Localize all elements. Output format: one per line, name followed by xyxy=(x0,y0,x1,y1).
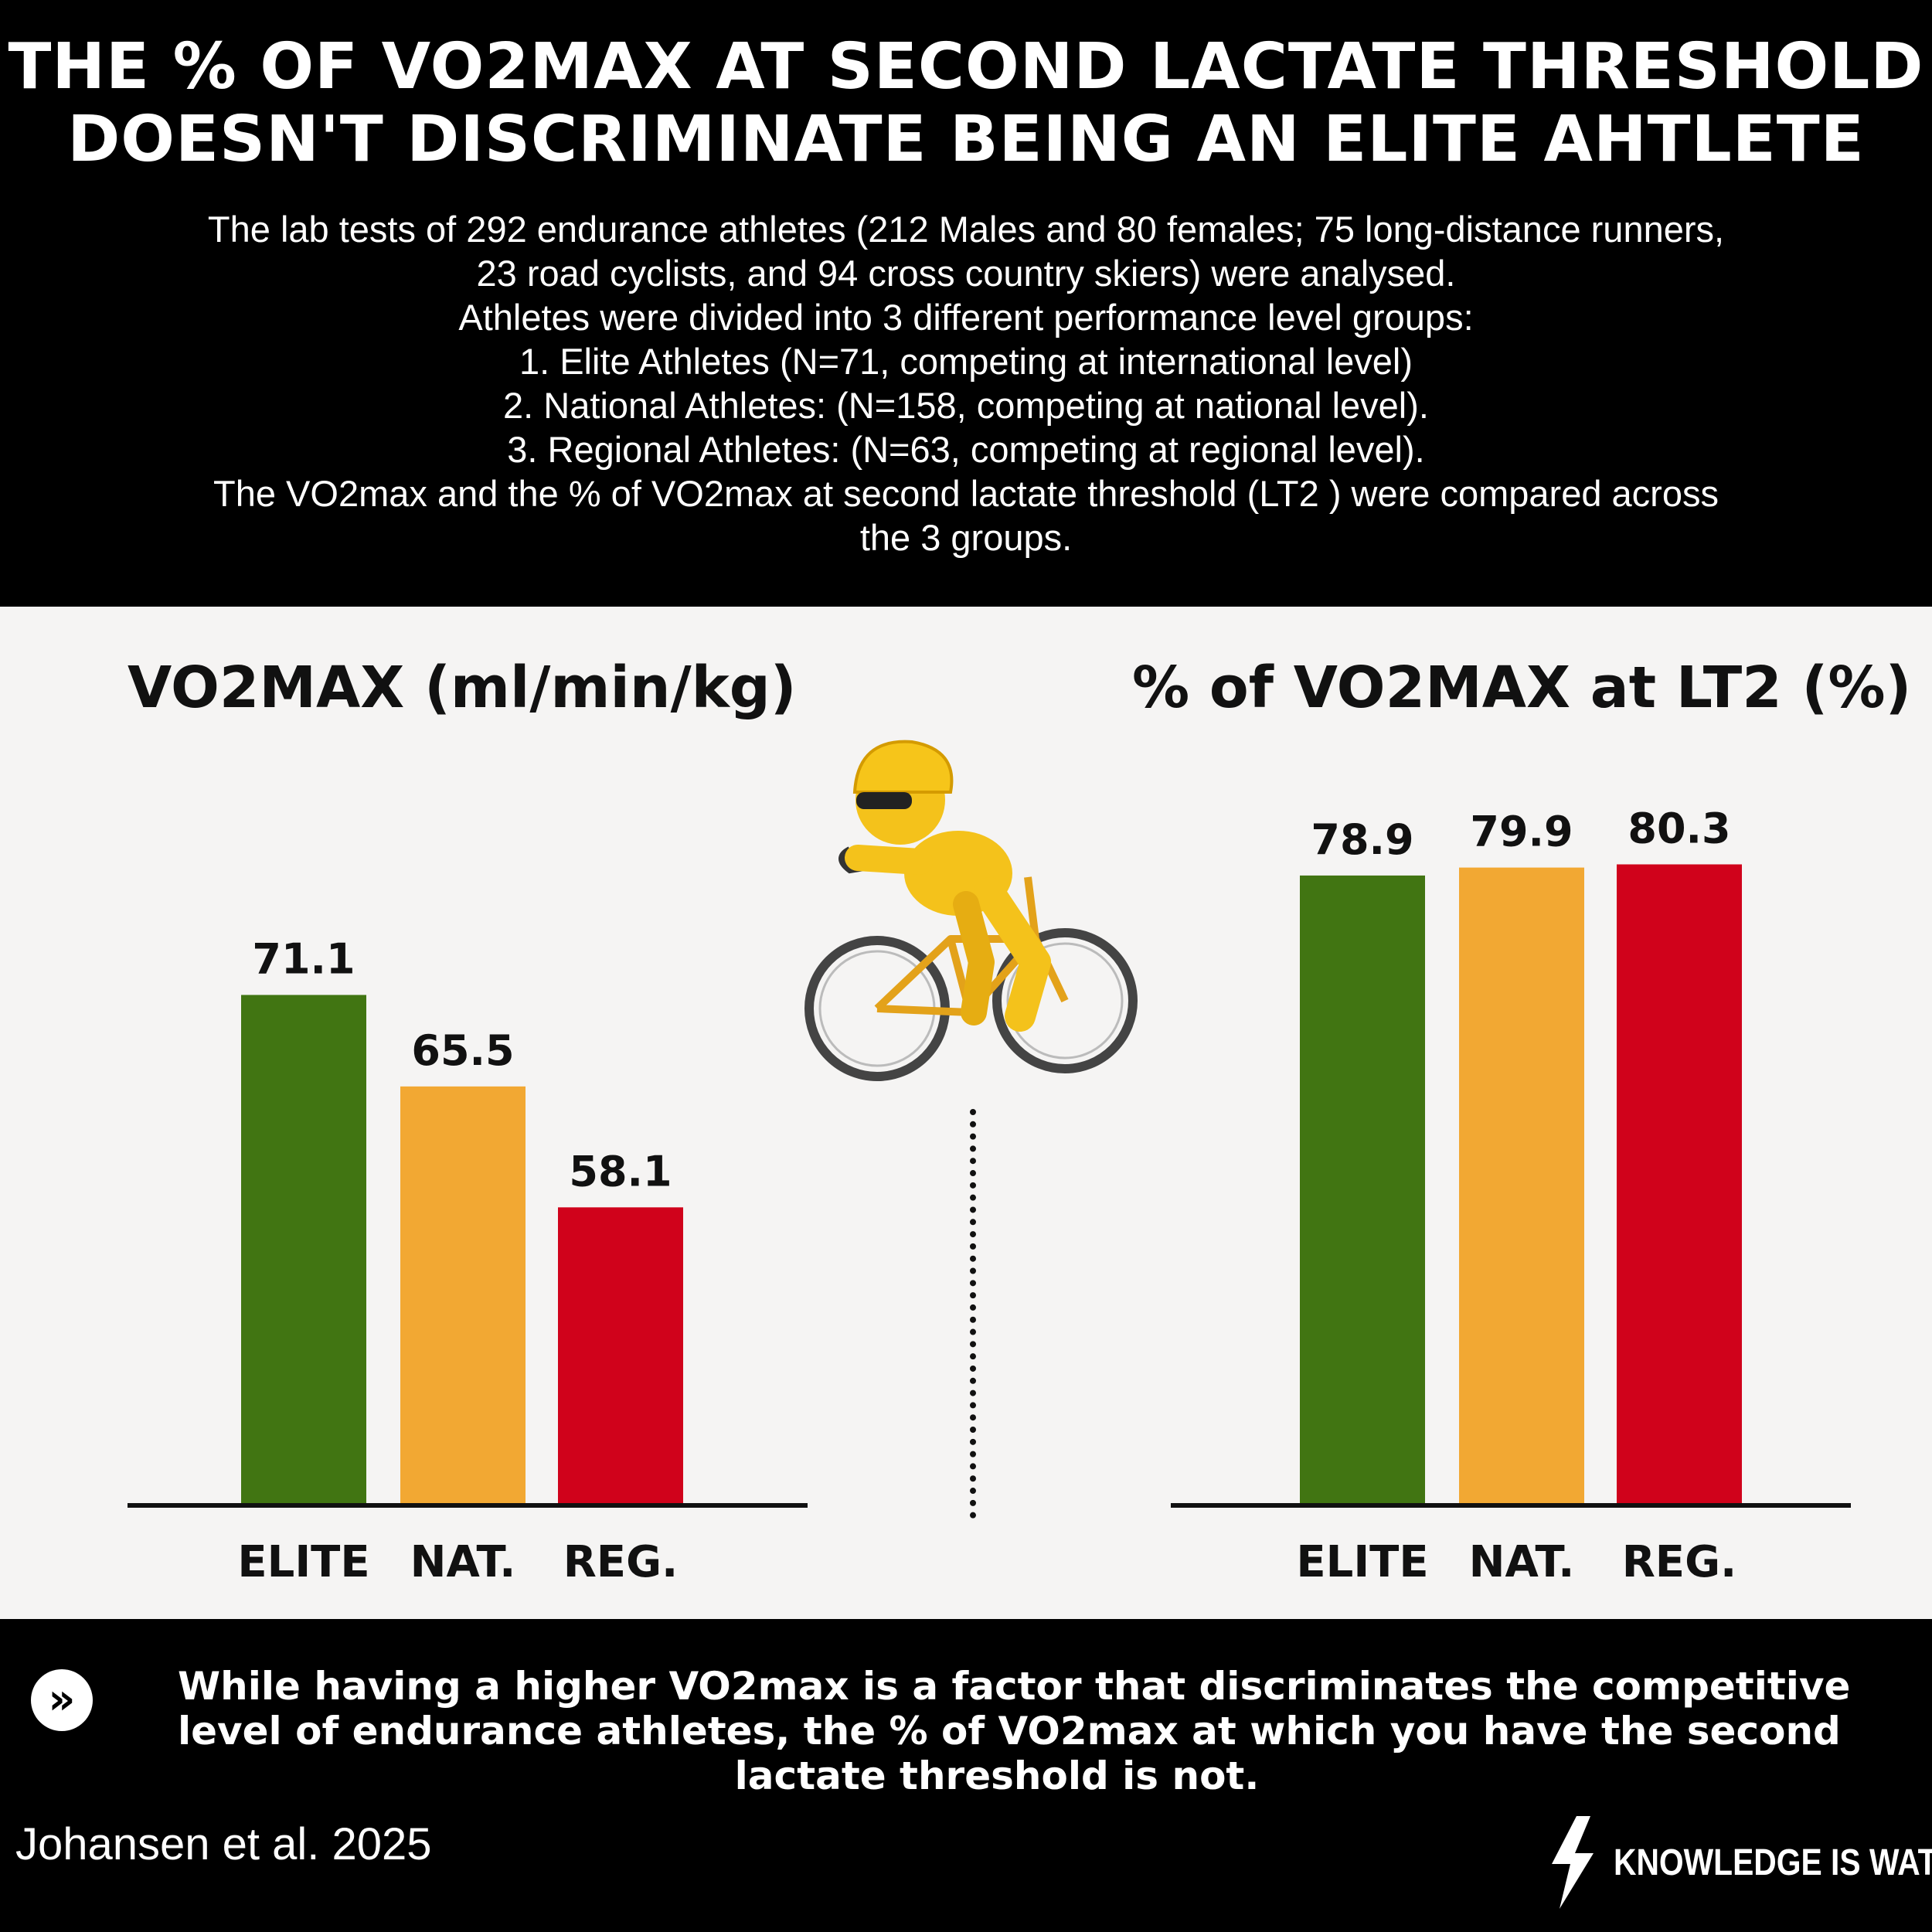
category-label-1-1: NAT. xyxy=(1469,1537,1575,1587)
conclusion-text: While having a higher VO2max is a factor… xyxy=(178,1664,1851,1798)
category-label-0-2: REG. xyxy=(563,1537,679,1587)
intro-line: Athletes were divided into 3 different p… xyxy=(458,297,1474,338)
intro-text: The lab tests of 292 endurance athletes … xyxy=(31,207,1901,560)
conclusion-line: lactate threshold is not. xyxy=(734,1753,1260,1798)
intro-line: The lab tests of 292 endurance athletes … xyxy=(207,209,1725,250)
bar-charts: 71.1 ELITE 65.5 NAT. 58.1 REG. 78.9 ELITE 79.9 NA… xyxy=(128,804,1851,1587)
value-label-1-1: 79.9 xyxy=(1470,808,1573,856)
conclusion-line: level of endurance athletes, the % of VO… xyxy=(178,1709,1841,1753)
category-label-1-0: ELITE xyxy=(1296,1537,1428,1587)
citation: Johansen et al. 2025 xyxy=(15,1819,432,1869)
bar-1-2 xyxy=(1617,864,1742,1503)
header: THE % OF VO2MAX AT SECOND LACTATE THRESH… xyxy=(0,0,1932,607)
category-label-1-2: REG. xyxy=(1622,1537,1737,1587)
value-label-0-0: 71.1 xyxy=(252,934,355,983)
value-label-0-2: 58.1 xyxy=(569,1147,672,1196)
bar-1-0 xyxy=(1300,875,1425,1503)
intro-line: 23 road cyclists, and 94 cross country s… xyxy=(476,253,1456,294)
lightning-bolt-icon xyxy=(1552,1816,1594,1909)
conclusion-line: While having a higher VO2max is a factor… xyxy=(178,1664,1851,1709)
cyclist-icon xyxy=(804,740,1138,1081)
chevron-right-icon: » xyxy=(31,1669,93,1731)
chart-title-vo2max: VO2MAX (ml/min/kg) xyxy=(128,655,797,721)
intro-line: 1. Elite Athletes (N=71, competing at in… xyxy=(519,341,1413,382)
brand-name: KNOWLEDGE IS WATT xyxy=(1614,1842,1932,1883)
bar-0-2 xyxy=(558,1207,683,1503)
intro-line: the 3 groups. xyxy=(859,517,1073,558)
bar-0-0 xyxy=(241,995,366,1503)
bar-1-1 xyxy=(1459,867,1584,1503)
charts-panel: VO2MAX (ml/min/kg) % of VO2MAX at LT2 (%… xyxy=(0,607,1932,1619)
bar-0-1 xyxy=(400,1086,526,1503)
intro-line: 2. National Athletes: (N=158, competing … xyxy=(503,385,1429,426)
value-label-1-2: 80.3 xyxy=(1628,804,1730,852)
footer: » While having a higher VO2max is a fact… xyxy=(0,1619,1932,1932)
value-label-1-0: 78.9 xyxy=(1311,815,1413,864)
value-label-0-1: 65.5 xyxy=(411,1026,514,1075)
brand-logo: KNOWLEDGE IS WATT xyxy=(1546,1812,1932,1913)
chart-title-lt2: % of VO2MAX at LT2 (%) xyxy=(1132,655,1912,721)
title-line-2: DOESN'T DISCRIMINATE BEING AN ELITE AHTL… xyxy=(67,103,1865,176)
intro-line: The VO2max and the % of VO2max at second… xyxy=(213,473,1719,514)
dotted-divider xyxy=(970,1109,976,1519)
intro-line: 3. Regional Athletes: (N=63, competing a… xyxy=(507,429,1425,470)
category-label-0-1: NAT. xyxy=(410,1537,516,1587)
title-line-1: THE % OF VO2MAX AT SECOND LACTATE THRESH… xyxy=(8,30,1924,104)
category-label-0-0: ELITE xyxy=(237,1537,369,1587)
page-title: THE % OF VO2MAX AT SECOND LACTATE THRESH… xyxy=(0,31,1932,176)
bike-wheel-front-icon xyxy=(992,928,1138,1073)
